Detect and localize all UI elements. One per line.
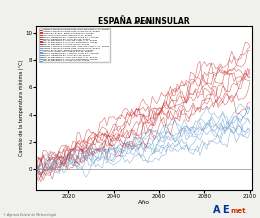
Text: A: A [213, 205, 221, 215]
Text: E: E [222, 205, 229, 215]
Title: ESPAÑA PENINSULAR: ESPAÑA PENINSULAR [99, 17, 190, 26]
X-axis label: Año: Año [138, 200, 150, 205]
Text: met: met [230, 208, 246, 214]
Legend: CNRM-C4MIP4CS-CNRM-CM5, CLMcom-CLM4-v-17, RCP85, CNRM-C4MIP4CS-CNRM-CM5, ISM44-R: CNRM-C4MIP4CS-CNRM-CM5, CLMcom-CLM4-v-17… [39, 28, 110, 62]
Y-axis label: Cambio de la temperatura mínima (°C): Cambio de la temperatura mínima (°C) [18, 60, 24, 156]
Text: ANUAL: ANUAL [134, 20, 155, 25]
Text: © Agencia Estatal de Meteorología: © Agencia Estatal de Meteorología [3, 213, 56, 217]
